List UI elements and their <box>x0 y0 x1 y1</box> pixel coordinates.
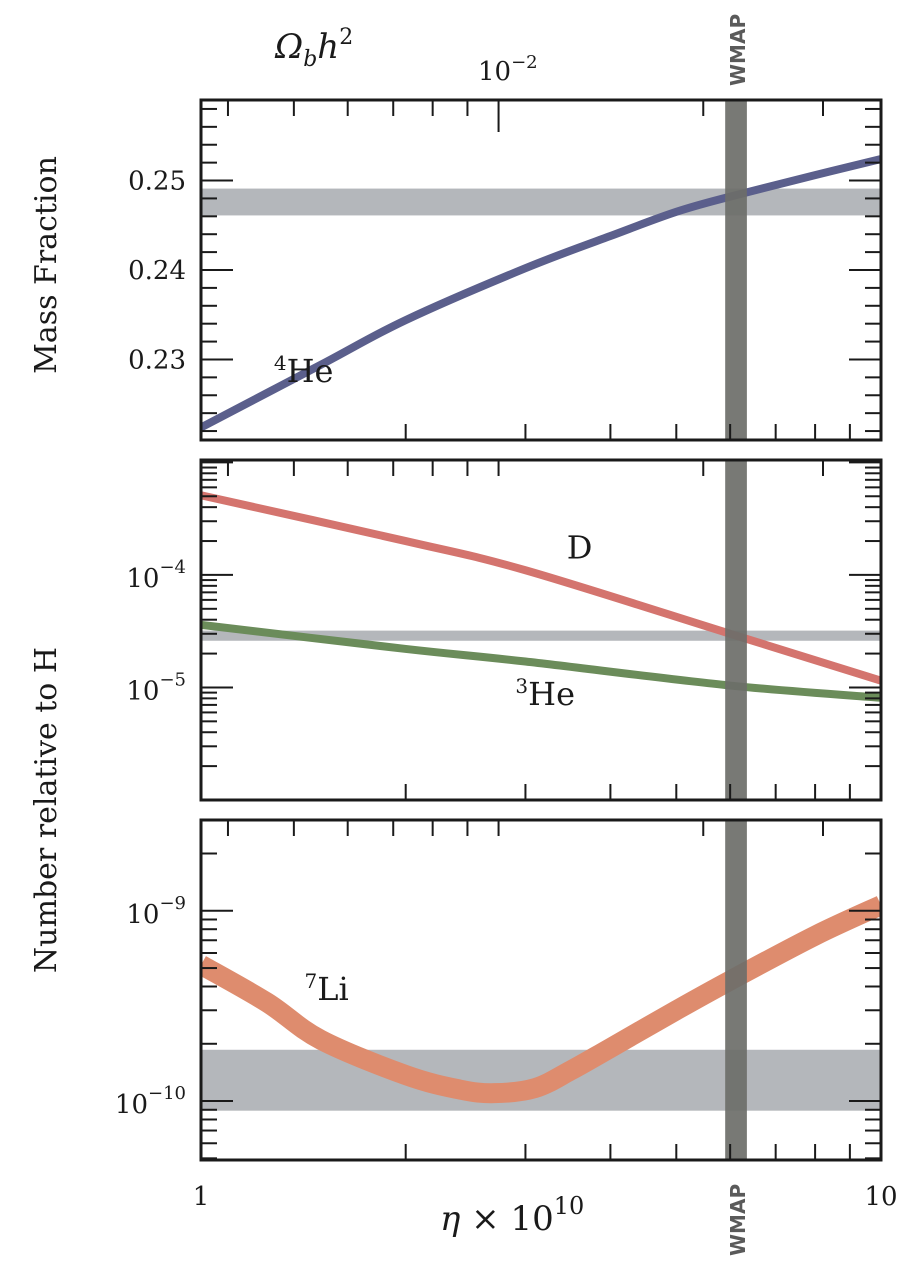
x-axis-label: η × 1010 <box>440 1192 584 1239</box>
panel-1: 0.23 0.24 0.25 4He <box>128 98 883 442</box>
series-label-he3: 3He <box>515 674 575 713</box>
panel-3: 10−9 10−10 7Li <box>115 818 883 1162</box>
curve-he3 <box>201 620 881 702</box>
x-tick-label-1: 1 <box>193 1182 210 1212</box>
panel-2: 10−4 10−5 D 3He <box>126 458 883 802</box>
y-label-number-relative: Number relative to H <box>29 647 64 973</box>
y-tick-label: 10−9 <box>126 893 186 930</box>
curve-he4 <box>201 155 881 432</box>
y-tick-label: 10−5 <box>126 669 186 706</box>
y-tick-label: 10−4 <box>126 557 186 594</box>
wmap-band <box>725 100 747 440</box>
y-tick-label: 10−10 <box>115 1083 186 1120</box>
observed-band <box>201 188 881 216</box>
y-tick-label: 0.25 <box>128 167 186 197</box>
y-tick-label: 0.23 <box>128 345 186 375</box>
panels: 0.23 0.24 0.25 4He 10−4 10−5 D 3He 10−9 10−10 7Li <box>115 98 883 1162</box>
wmap-label-bottom: WMAP <box>726 1184 750 1256</box>
wmap-label-top: WMAP <box>726 14 750 86</box>
series-label-he4: 4He <box>274 351 334 390</box>
wmap-band <box>725 460 747 800</box>
series-label-li7: 7Li <box>305 969 349 1008</box>
top-axis-label: Ωbh2 <box>274 25 353 72</box>
top-axis-tick-label: 10−2 <box>478 52 538 87</box>
series-label-d: D <box>567 528 593 566</box>
observed-band <box>201 630 881 641</box>
wmap-band <box>725 820 747 1160</box>
x-tick-label-10: 10 <box>864 1182 897 1212</box>
plot-frame <box>199 458 883 802</box>
plot-frame <box>199 818 883 1162</box>
y-label-mass-fraction: Mass Fraction <box>29 156 64 374</box>
y-tick-label: 0.24 <box>128 256 186 286</box>
curve-d <box>201 491 881 685</box>
